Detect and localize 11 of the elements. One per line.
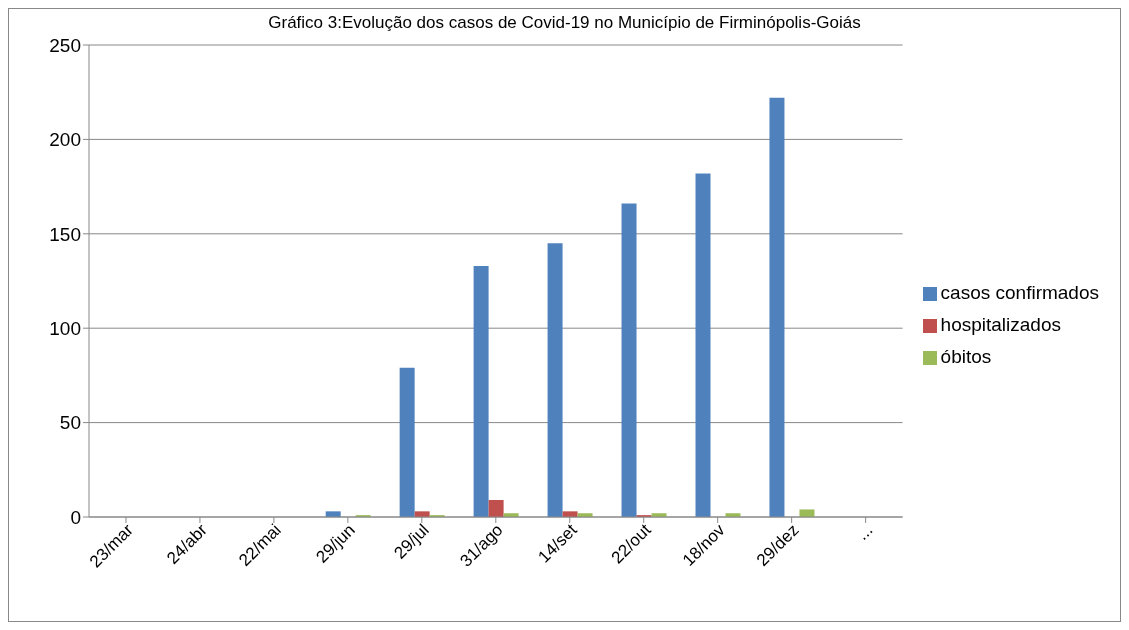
legend-label: óbitos (940, 346, 992, 367)
legend-label: casos confirmados (940, 282, 1099, 303)
y-tick-label: 250 (49, 34, 81, 56)
y-tick-label: 150 (49, 223, 81, 245)
chart-title: Gráfico 3:Evolução dos casos de Covid-19 no Município de Firminópolis-Goiás (267, 13, 862, 33)
y-tick-label: 0 (70, 506, 81, 528)
y-tick-label: 200 (49, 129, 81, 151)
legend-label: hospitalizados (940, 314, 1062, 335)
y-tick-label: 100 (49, 317, 81, 339)
x-tick-label: ... (852, 520, 877, 544)
y-tick-label: 50 (59, 412, 81, 434)
